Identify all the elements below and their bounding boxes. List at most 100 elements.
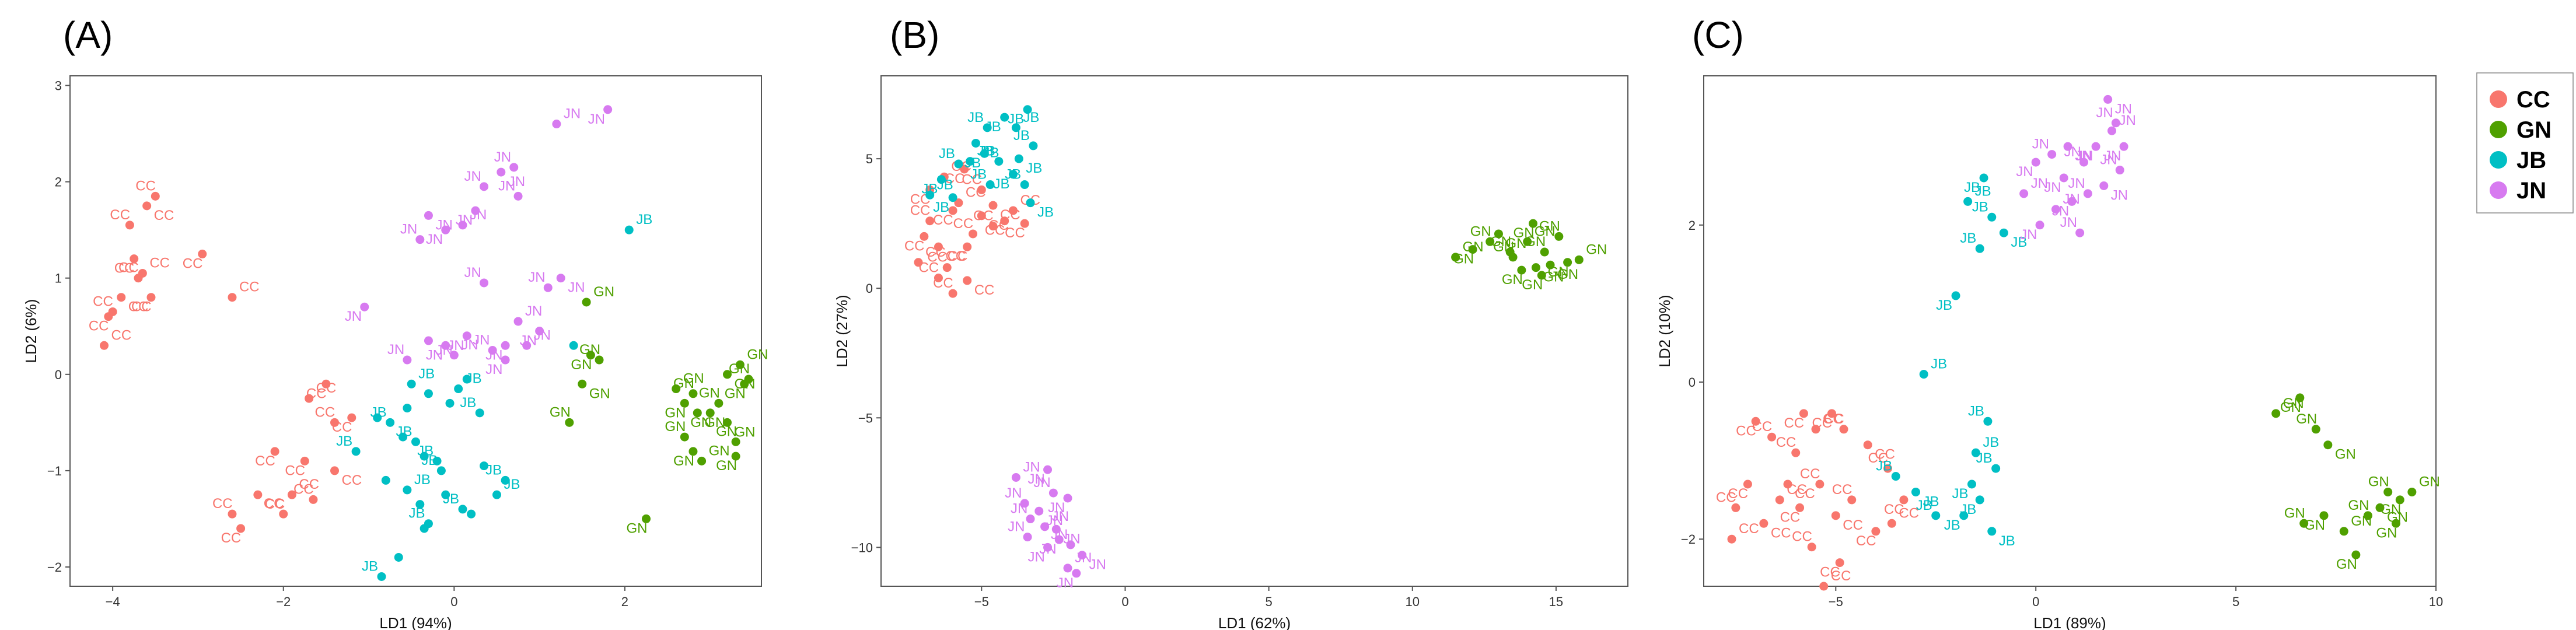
point-label-jb: JB — [1975, 183, 1991, 199]
point-label-cc: CC — [285, 463, 305, 478]
point-jb — [1020, 180, 1029, 190]
point-jn — [552, 120, 561, 129]
point-jn — [1040, 522, 1050, 531]
point-label-cc: CC — [114, 261, 135, 276]
point-label-jb: JB — [2011, 235, 2027, 250]
point-label-jn: JN — [2032, 136, 2049, 152]
point-label-cc: CC — [962, 172, 982, 187]
point-jb — [1959, 511, 1969, 520]
point-cc — [279, 509, 288, 519]
y-axis-title: LD2 (6%) — [22, 299, 40, 363]
point-jn — [1034, 506, 1044, 516]
point-jn — [424, 336, 433, 345]
point-label-cc: CC — [332, 419, 352, 435]
point-jn — [522, 341, 532, 350]
point-label-cc: CC — [1899, 505, 1919, 521]
point-gn — [722, 370, 732, 379]
point-label-jn: JN — [525, 303, 542, 319]
point-jb — [983, 123, 992, 132]
point-jn — [1051, 524, 1061, 534]
point-cc — [963, 242, 972, 251]
point-jb — [1000, 113, 1009, 122]
legend-swatch-jn — [2490, 181, 2507, 199]
point-gn — [735, 360, 745, 369]
legend-item-jb: JB — [2490, 148, 2546, 173]
point-jb — [994, 157, 1004, 166]
point-label-cc: CC — [1792, 529, 1812, 545]
point-gn — [688, 389, 698, 398]
point-label-jn: JN — [2115, 101, 2132, 117]
point-label-gn: GN — [1535, 223, 1556, 239]
point-label-gn: GN — [1493, 239, 1514, 255]
point-label-cc: CC — [183, 256, 203, 271]
point-label-jn: JN — [564, 106, 581, 122]
point-jb — [1919, 370, 1928, 379]
point-cc — [142, 201, 152, 211]
point-label-jb: JB — [939, 146, 955, 162]
point-jb — [1014, 154, 1023, 163]
point-cc — [300, 456, 309, 466]
point-label-jn: JN — [2060, 215, 2077, 230]
point-jb — [467, 509, 476, 519]
point-label-cc: CC — [1875, 447, 1895, 463]
point-gn — [672, 384, 681, 394]
point-jb — [985, 180, 995, 190]
point-jn — [2067, 197, 2077, 206]
point-gn — [688, 447, 698, 456]
point-cc — [1899, 495, 1909, 505]
point-jn — [488, 346, 497, 355]
point-label-jb: JB — [921, 181, 938, 197]
point-jb — [1963, 197, 1973, 206]
point-label-jn: JN — [2119, 113, 2136, 128]
point-label-cc: CC — [973, 208, 994, 224]
point-label-gn: GN — [2284, 505, 2305, 521]
point-cc — [960, 164, 969, 174]
point-label-jn: JN — [534, 327, 551, 343]
point-label-jb: JB — [933, 200, 949, 215]
point-jn — [2075, 228, 2085, 237]
y-tick-label: 2 — [55, 175, 62, 190]
point-label-cc: CC — [953, 216, 974, 232]
point-label-jb: JB — [1952, 486, 1968, 502]
point-label-jn: JN — [1028, 471, 1045, 487]
point-label-jb: JB — [1972, 199, 1988, 215]
point-cc — [1775, 495, 1784, 505]
point-label-cc: CC — [1856, 533, 1876, 549]
point-label-cc: CC — [299, 477, 319, 492]
point-label-jb: JB — [1923, 494, 1939, 509]
point-label-gn: GN — [1514, 225, 1535, 241]
point-label-jn: JN — [1023, 459, 1040, 475]
point-jb — [441, 490, 450, 499]
point-jb — [424, 389, 433, 398]
point-label-jn: JN — [588, 111, 605, 127]
point-jn — [1072, 569, 1081, 578]
point-jb — [492, 490, 501, 499]
point-cc — [1871, 527, 1881, 536]
point-cc — [1815, 480, 1824, 489]
point-jn — [509, 163, 519, 172]
plot-frame — [1703, 75, 2437, 587]
point-jn — [480, 278, 489, 288]
point-jn — [501, 355, 510, 365]
point-jb — [403, 404, 412, 413]
x-tick-label: 0 — [450, 594, 457, 609]
point-jn — [415, 235, 425, 244]
point-jb — [1008, 170, 1018, 179]
point-jn — [449, 351, 459, 360]
point-jb — [399, 432, 408, 442]
point-label-jb: JB — [362, 558, 378, 574]
point-label-jb: JB — [985, 119, 1001, 135]
point-jn — [603, 105, 613, 114]
point-label-jn: JN — [1005, 485, 1022, 501]
point-jb — [1983, 416, 1993, 426]
point-label-cc: CC — [135, 178, 156, 194]
point-jn — [1063, 564, 1072, 573]
point-cc — [1807, 542, 1816, 552]
point-gn — [1563, 258, 1572, 267]
point-cc — [1883, 464, 1892, 473]
point-jb — [407, 379, 416, 388]
x-tick-label: 10 — [2429, 594, 2443, 609]
point-label-cc: CC — [1831, 568, 1851, 584]
